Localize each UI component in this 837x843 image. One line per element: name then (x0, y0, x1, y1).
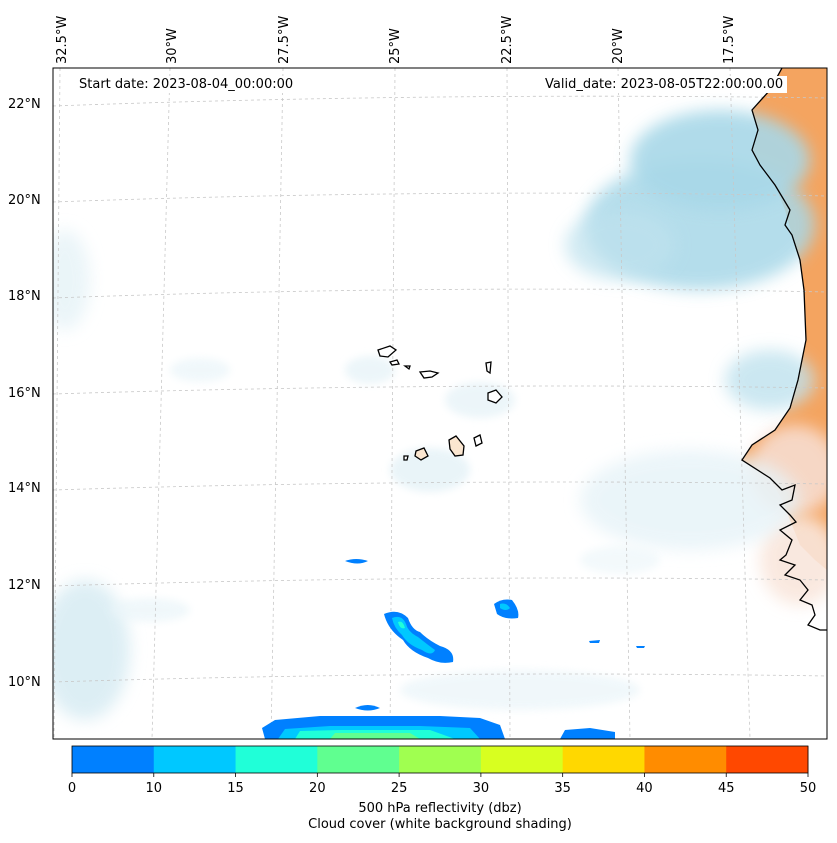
colorbar-swatch (562, 746, 645, 773)
colorbar-swatch (644, 746, 727, 773)
lat-label-16n: 16°N (8, 386, 41, 401)
colorbar-tick-label: 35 (554, 781, 571, 796)
colorbar-tick-label: 40 (636, 781, 653, 796)
valid-date-label: Valid_date: 2023-08-05T22:00:00.00 (541, 76, 788, 93)
colorbar-title: 500 hPa reflectivity (dbz) (358, 801, 522, 816)
colorbar-swatch (153, 746, 237, 773)
start-date-label: Start date: 2023-08-04_00:00:00 (75, 76, 298, 93)
lat-label-10n: 10°N (8, 675, 41, 690)
lon-label-32-5w: 32.5°W (55, 15, 70, 64)
lon-label-30w: 30°W (165, 28, 180, 64)
colorbar-swatch (317, 746, 400, 773)
colorbar-swatch (726, 746, 809, 773)
map-frame (52, 67, 828, 740)
colorbar-tick-label: 15 (227, 781, 244, 796)
colorbar-swatch (399, 746, 482, 773)
colorbar-tick-label: 25 (390, 781, 408, 796)
colorbar-subtitle: Cloud cover (white background shading) (308, 817, 572, 832)
colorbar-tick-label: 20 (309, 781, 326, 796)
cape-verde-islands (377, 345, 503, 461)
lat-label-20n: 20°N (8, 193, 41, 208)
colorbar-swatch (480, 746, 564, 773)
lon-label-22-5w: 22.5°W (500, 15, 515, 64)
lon-label-20w: 20°W (611, 28, 626, 64)
colorbar-swatch (72, 746, 155, 773)
colorbar-frame (71, 745, 809, 774)
colorbar-tick-label: 50 (799, 781, 817, 796)
lat-label-12n: 12°N (8, 578, 41, 593)
colorbar (72, 746, 809, 773)
reflectivity-cells (262, 559, 645, 739)
colorbar-tick-label: 0 (67, 781, 77, 796)
colorbar-tick-label: 30 (472, 781, 490, 796)
gridlines (53, 68, 827, 739)
colorbar-tick-label: 10 (145, 781, 163, 796)
colorbar-tick-label: 45 (717, 781, 735, 796)
lon-label-25w: 25°W (388, 28, 403, 64)
lon-label-27-5w: 27.5°W (277, 15, 292, 64)
cloud-cover (53, 110, 827, 720)
lat-label-14n: 14°N (8, 481, 41, 496)
lat-label-18n: 18°N (8, 289, 41, 304)
africa-coastline (741, 68, 827, 631)
lat-label-22n: 22°N (8, 97, 41, 112)
colorbar-swatch (235, 746, 318, 773)
lon-label-17-5w: 17.5°W (722, 15, 737, 64)
